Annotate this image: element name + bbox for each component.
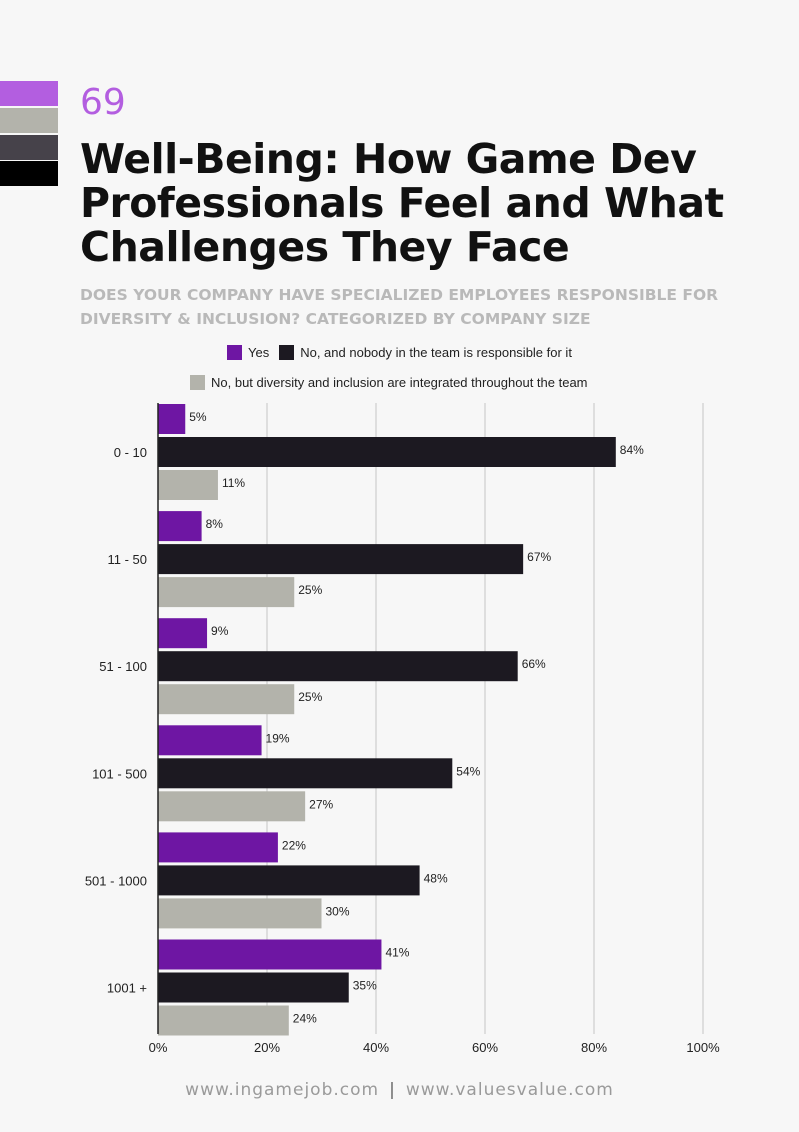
data-label: 35% [353, 979, 377, 993]
x-tick-label: 80% [581, 1040, 607, 1055]
data-label: 8% [206, 517, 224, 531]
data-label: 22% [282, 838, 306, 852]
bar [158, 618, 208, 649]
footer: www.ingamejob.com | www.valuesvalue.com [0, 1080, 799, 1100]
legend-row-1: Yes No, and nobody in the team is respon… [227, 345, 582, 360]
legend-row-2: No, but diversity and inclusion are inte… [190, 375, 598, 390]
data-label: 25% [298, 583, 322, 597]
legend-swatch-no-nobody [279, 345, 295, 360]
bar [158, 865, 420, 896]
legend-label-no-integrated: No, but diversity and inclusion are inte… [211, 375, 588, 390]
data-label: 11% [222, 476, 245, 490]
data-label: 67% [527, 550, 551, 564]
x-tick-label: 20% [254, 1040, 280, 1055]
bar [158, 758, 453, 789]
page-title: Well-Being: How Game Dev Professionals F… [80, 135, 724, 271]
footer-link-ingamejob[interactable]: www.ingamejob.com [185, 1080, 380, 1100]
page-number: 69 [80, 82, 126, 123]
bar [158, 1005, 289, 1036]
data-label: 41% [385, 946, 409, 960]
bar [158, 511, 202, 542]
x-tick-label: 40% [363, 1040, 389, 1055]
bar [158, 725, 262, 756]
legend-swatch-no-integrated [190, 375, 205, 390]
legend-item-no-integrated: No, but diversity and inclusion are inte… [190, 375, 588, 390]
bar [158, 404, 186, 434]
category-label: 1001 + [107, 981, 147, 996]
x-tick-label: 60% [472, 1040, 498, 1055]
bar [158, 651, 518, 682]
data-label: 9% [211, 624, 229, 638]
data-label: 19% [266, 731, 290, 745]
bar [158, 832, 278, 863]
legend-item-yes: Yes [227, 345, 269, 360]
bar [158, 470, 218, 500]
legend-item-no-nobody: No, and nobody in the team is responsibl… [279, 345, 572, 360]
category-label: 11 - 50 [107, 552, 147, 567]
footer-separator: | [389, 1080, 396, 1100]
category-label: 0 - 10 [114, 445, 147, 460]
chart-question: DOES YOUR COMPANY HAVE SPECIALIZED EMPLO… [80, 286, 719, 328]
legend-swatch-yes [227, 345, 242, 360]
bar [158, 684, 295, 715]
bar [158, 791, 306, 822]
color-swatch-2 [0, 108, 58, 133]
bar [158, 898, 322, 929]
category-label: 501 - 1000 [85, 873, 147, 888]
bar [158, 972, 349, 1003]
color-swatch-4 [0, 161, 58, 186]
bar [158, 577, 295, 608]
legend-label-yes: Yes [248, 345, 270, 360]
category-label: 51 - 100 [99, 659, 147, 674]
data-label: 5% [189, 410, 207, 424]
data-label: 27% [309, 797, 333, 811]
category-label: 101 - 500 [92, 766, 147, 781]
color-swatch-3 [0, 135, 58, 160]
x-tick-label: 100% [686, 1040, 720, 1055]
data-label: 24% [293, 1012, 317, 1026]
bar [158, 939, 382, 970]
bar [158, 437, 616, 467]
data-label: 84% [620, 443, 644, 457]
legend-label-no-nobody: No, and nobody in the team is responsibl… [300, 345, 572, 360]
data-label: 48% [424, 871, 448, 885]
data-label: 30% [326, 904, 350, 918]
bar [158, 544, 524, 575]
data-label: 25% [298, 690, 322, 704]
color-swatch-1 [0, 81, 58, 106]
x-tick-label: 0% [149, 1040, 168, 1055]
data-label: 54% [456, 764, 480, 778]
data-label: 66% [522, 657, 546, 671]
footer-link-valuesvalue[interactable]: www.valuesvalue.com [405, 1080, 614, 1100]
